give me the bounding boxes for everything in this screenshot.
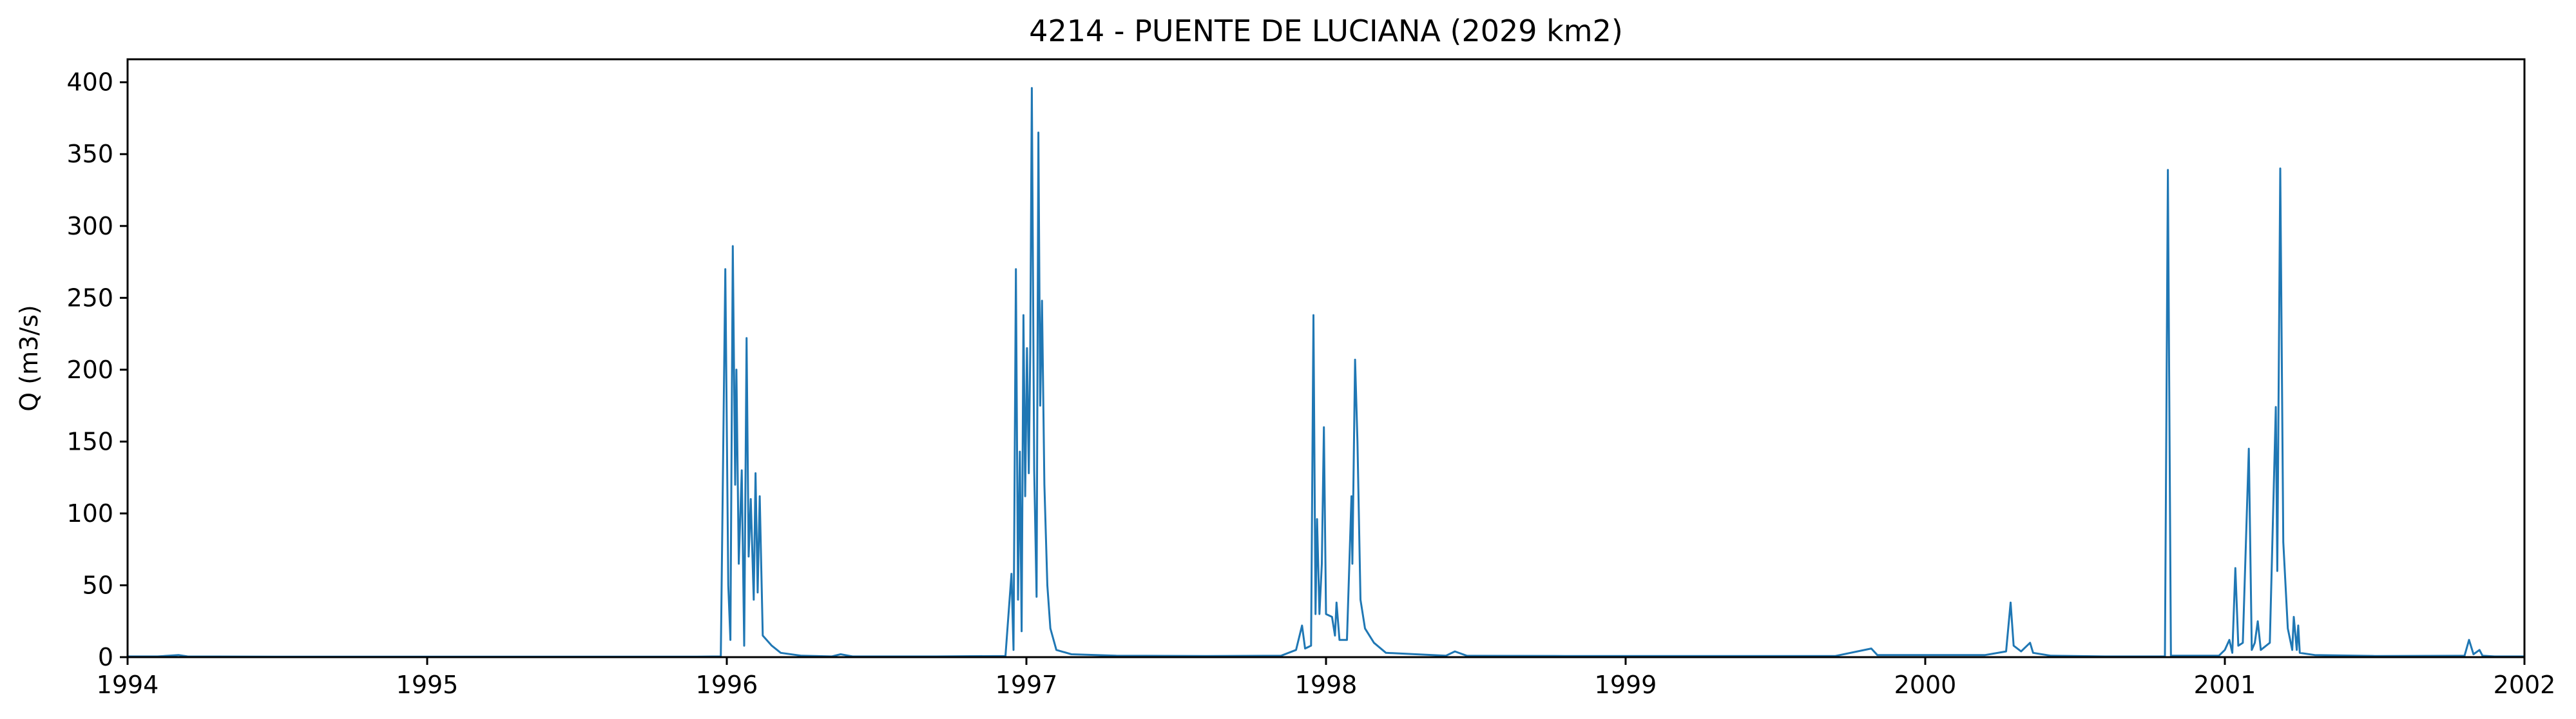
x-tick-label: 2000	[1894, 671, 1957, 699]
y-tick-label: 400	[66, 68, 113, 97]
x-tick-label: 1996	[696, 671, 758, 699]
x-tick-label: 2001	[2194, 671, 2256, 699]
x-tick-label: 1999	[1595, 671, 1657, 699]
y-tick-label: 150	[66, 427, 113, 455]
x-tick-label: 1994	[97, 671, 159, 699]
y-tick-label: 0	[98, 643, 113, 671]
x-tick-label: 2002	[2494, 671, 2556, 699]
chart-title: 4214 - PUENTE DE LUCIANA (2029 km2)	[1029, 14, 1623, 48]
x-tick-label: 1995	[396, 671, 459, 699]
x-axis: 1994 1995 1996 1997 1998 1999 2000 2001 2002	[97, 657, 2556, 699]
y-axis-label: Q (m3/s)	[15, 305, 43, 411]
x-tick-label: 1998	[1295, 671, 1358, 699]
y-tick-label: 250	[66, 283, 113, 312]
y-tick-label: 350	[66, 140, 113, 168]
y-tick-label: 300	[66, 212, 113, 240]
y-tick-label: 200	[66, 356, 113, 384]
y-tick-label: 100	[66, 499, 113, 528]
y-tick-label: 50	[82, 571, 113, 599]
x-tick-label: 1997	[995, 671, 1058, 699]
y-axis: 0 50 100 150 200 250 300 350 400	[66, 68, 128, 671]
series-line	[128, 87, 2524, 658]
